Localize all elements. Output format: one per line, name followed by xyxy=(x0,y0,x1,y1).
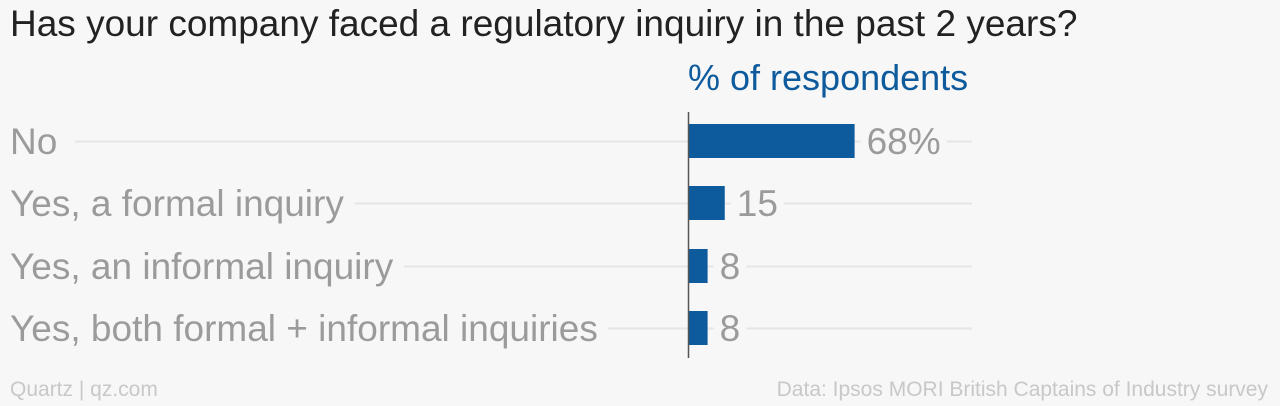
category-label: Yes, both formal + informal inquiries xyxy=(10,308,598,349)
label-knockout xyxy=(8,260,404,272)
footer-credit: Quartz | qz.com xyxy=(10,378,158,401)
value-label: 15 xyxy=(737,183,778,224)
bar xyxy=(688,124,855,158)
value-label: 8 xyxy=(720,246,741,287)
category-label: Yes, a formal inquiry xyxy=(10,183,344,224)
value-label: 8 xyxy=(720,308,741,349)
label-knockout xyxy=(8,197,355,209)
label-knockout xyxy=(8,135,68,147)
footer-source: Data: Ipsos MORI British Captains of Ind… xyxy=(776,378,1268,401)
bar xyxy=(688,249,708,283)
value-knockout xyxy=(730,197,784,209)
bar xyxy=(688,311,708,345)
category-label: Yes, an informal inquiry xyxy=(10,246,394,287)
value-label: 68% xyxy=(867,121,941,162)
category-label: No xyxy=(10,121,57,162)
bar xyxy=(688,186,725,220)
value-knockout xyxy=(713,322,747,334)
value-knockout xyxy=(713,260,747,272)
label-knockout xyxy=(8,322,608,334)
chart-title: Has your company faced a regulatory inqu… xyxy=(10,3,1078,44)
column-header: % of respondents xyxy=(688,57,969,98)
value-knockout xyxy=(860,135,947,147)
